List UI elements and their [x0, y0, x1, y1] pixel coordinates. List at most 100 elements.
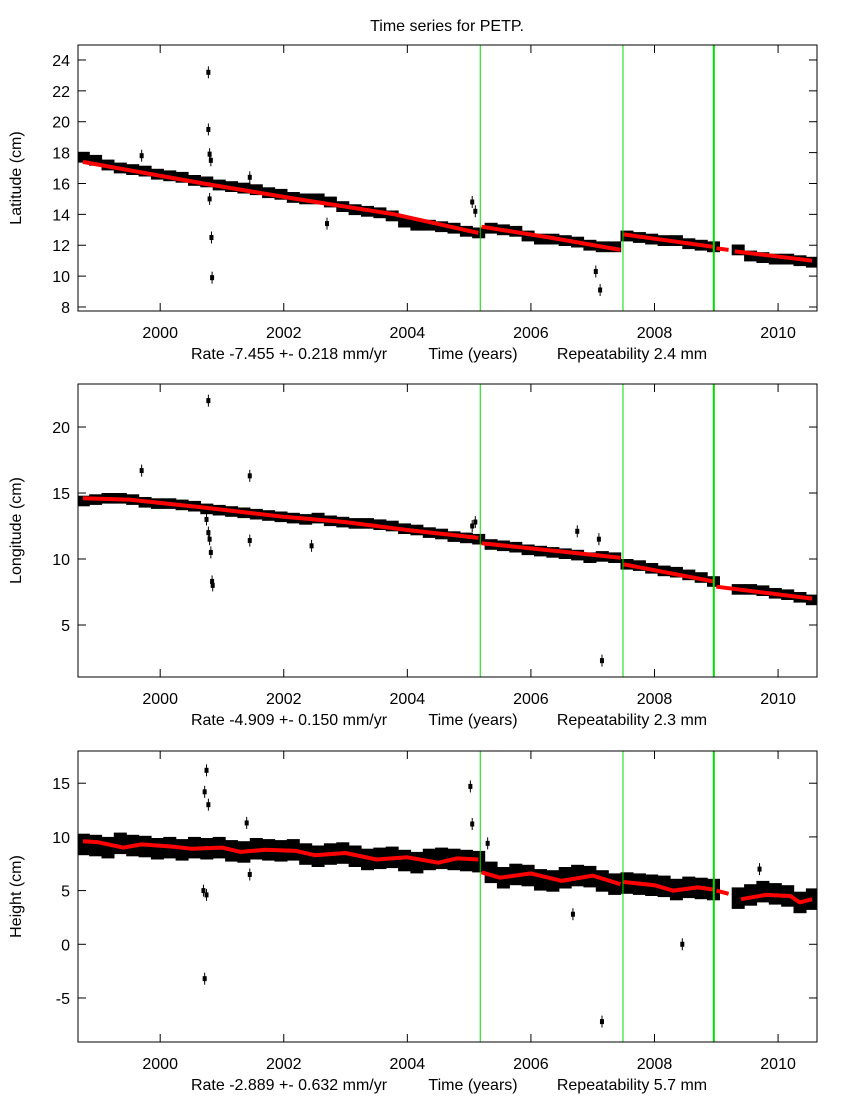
outlier-point [209, 235, 214, 241]
outlier-point [247, 174, 252, 180]
model-fit-line [481, 224, 621, 252]
x-tick-label: 2004 [390, 1056, 426, 1073]
model-fit-line [715, 888, 730, 896]
outlier-point [202, 976, 207, 982]
x-tick-label: 2010 [760, 691, 796, 708]
x-tick-label: 2006 [513, 1056, 549, 1073]
plot-area [78, 66, 817, 297]
x-tick-label: 2008 [637, 325, 673, 342]
observation-bar [768, 253, 782, 265]
y-axis-label: Longitude (cm) [8, 477, 25, 584]
model-fit-line [82, 839, 479, 865]
observation-bar [583, 552, 597, 563]
y-tick-label: 22 [52, 84, 70, 101]
observation-bar [571, 864, 585, 887]
outlier-point [207, 151, 212, 157]
y-tick-label: 18 [52, 146, 70, 163]
observation-bar [398, 216, 412, 228]
observation-bar [608, 241, 622, 253]
y-axis-label: Latitude (cm) [8, 131, 25, 224]
outlier-point [473, 208, 478, 214]
model-fit-line [623, 232, 714, 249]
outlier-point [757, 866, 762, 872]
observation-bar [385, 520, 399, 532]
observation-bar [756, 880, 770, 903]
y-tick-label: -5 [56, 991, 70, 1008]
x-tick-label: 2004 [390, 325, 426, 342]
outlier-point [204, 767, 209, 773]
model-fit-line [480, 870, 622, 887]
observation-bar [744, 250, 758, 262]
observation-bar [669, 566, 683, 578]
outlier-point [139, 468, 144, 474]
x-tick-label: 2006 [513, 325, 549, 342]
y-axis-label: Height (cm) [8, 855, 25, 938]
outlier-point [210, 582, 215, 588]
outlier-point [570, 911, 575, 917]
x-axis-label: Time (years) [428, 712, 517, 729]
model-fit-line [716, 584, 813, 601]
rate-label: Rate -4.909 +- 0.150 mm/yr [191, 712, 388, 729]
outlier-point [206, 126, 211, 132]
outlier-point [207, 196, 212, 202]
observation-bar [410, 219, 424, 231]
observation-bar [472, 227, 486, 239]
outlier-point [206, 398, 211, 404]
observation-bar [78, 151, 90, 163]
model-fit-line [716, 246, 729, 252]
outlier-point [208, 549, 213, 555]
x-tick-label: 2010 [760, 325, 796, 342]
observation-bar [249, 184, 263, 196]
y-tick-label: 5 [61, 618, 70, 635]
model-fit-line [734, 249, 813, 263]
outlier-point [596, 536, 601, 542]
x-tick-label: 2000 [142, 691, 178, 708]
rate-label: Rate -7.455 +- 0.218 mm/yr [191, 346, 388, 363]
plot-area [78, 764, 817, 1028]
y-tick-label: 10 [52, 552, 70, 569]
outlier-point [470, 523, 475, 529]
outlier-point [470, 199, 475, 205]
repeatability-label: Repeatability 2.3 mm [557, 712, 707, 729]
observation-bar [435, 847, 449, 870]
outlier-point [210, 275, 215, 281]
y-tick-label: 15 [52, 776, 70, 793]
outlier-point [468, 783, 473, 789]
outlier-point [244, 820, 249, 826]
outlier-point [206, 69, 211, 75]
outlier-point [247, 871, 252, 877]
observation-bar [398, 849, 412, 872]
outlier-point [201, 888, 206, 894]
observation-bar [175, 171, 189, 183]
outlier-point [202, 789, 207, 795]
observation-bar [175, 839, 189, 861]
observation-bar [546, 870, 560, 892]
outlier-point [210, 578, 215, 584]
observation-bar [237, 182, 251, 194]
y-tick-label: 20 [52, 420, 70, 437]
observation-bar [558, 867, 572, 889]
x-axis-label: Time (years) [428, 346, 517, 363]
observation-bar [274, 188, 288, 200]
outlier-point [206, 530, 211, 536]
x-tick-label: 2010 [760, 1056, 796, 1073]
x-tick-label: 2002 [266, 1056, 302, 1073]
x-tick-label: 2000 [142, 325, 178, 342]
y-tick-label: 8 [61, 300, 70, 317]
y-tick-label: 10 [52, 830, 70, 847]
outlier-point [204, 892, 209, 898]
x-tick-label: 2008 [637, 691, 673, 708]
chart-title: Time series for PETP. [370, 18, 524, 35]
x-tick-label: 2002 [266, 691, 302, 708]
model-fit-line [623, 562, 714, 584]
observation-bar [89, 154, 103, 166]
y-tick-label: 15 [52, 486, 70, 503]
outlier-point [599, 1019, 604, 1025]
outlier-point [247, 538, 252, 544]
observation-bar [410, 851, 424, 874]
observation-bar [731, 887, 745, 909]
outlier-point [485, 840, 490, 846]
observation-bar [534, 233, 547, 245]
outlier-point [139, 153, 144, 159]
observation-bar [756, 252, 770, 263]
